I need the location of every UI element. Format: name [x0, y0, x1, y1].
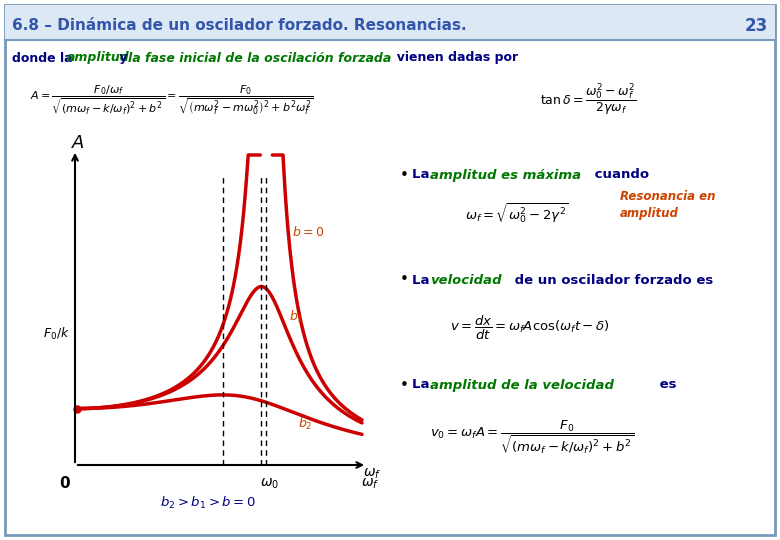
Text: $\tan\delta=\dfrac{\omega_0^2-\omega_f^2}{2\gamma\omega_f}$: $\tan\delta=\dfrac{\omega_0^2-\omega_f^2…	[540, 82, 636, 118]
Text: 23: 23	[745, 17, 768, 35]
Text: $A=\dfrac{F_0/\omega_f}{\sqrt{\left(m\omega_f-k/\omega_f\right)^2+b^2}}=\dfrac{F: $A=\dfrac{F_0/\omega_f}{\sqrt{\left(m\om…	[30, 83, 314, 117]
Text: $\omega_f = \sqrt{\omega_0^2 - 2\gamma^2}$: $\omega_f = \sqrt{\omega_0^2 - 2\gamma^2…	[465, 201, 569, 225]
Text: La: La	[412, 273, 434, 287]
Text: $F_0/k$: $F_0/k$	[43, 326, 70, 342]
Text: $v_0 = \omega_f A = \dfrac{F_0}{\sqrt{\left(m\omega_f - k/\omega_f\right)^2 + b^: $v_0 = \omega_f A = \dfrac{F_0}{\sqrt{\l…	[430, 418, 635, 456]
Text: la fase inicial de la oscilación forzada: la fase inicial de la oscilación forzada	[128, 51, 392, 64]
Text: de un oscilador forzado es: de un oscilador forzado es	[510, 273, 713, 287]
Text: $b_1$: $b_1$	[289, 309, 303, 325]
Text: $A$: $A$	[71, 134, 85, 152]
Text: $b_2$: $b_2$	[299, 416, 313, 432]
Text: Resonancia en
amplitud: Resonancia en amplitud	[620, 190, 715, 220]
Text: amplitud: amplitud	[67, 51, 129, 64]
Text: $\mathbf{0}$: $\mathbf{0}$	[59, 475, 71, 491]
Text: $b_2 > b_1 > b{=}0$: $b_2 > b_1 > b{=}0$	[160, 495, 256, 511]
Text: cuando: cuando	[590, 168, 649, 181]
Text: $\omega_f$: $\omega_f$	[363, 467, 381, 481]
Text: $\omega_0$: $\omega_0$	[261, 477, 279, 491]
Text: $b = 0$: $b = 0$	[292, 225, 324, 239]
Text: La: La	[412, 168, 434, 181]
Text: donde la: donde la	[12, 51, 77, 64]
Bar	[5, 5, 775, 40]
Text: amplitud es máxima: amplitud es máxima	[430, 168, 581, 181]
Text: es: es	[655, 379, 676, 392]
Text: $\omega_f$: $\omega_f$	[361, 477, 379, 491]
Text: •: •	[400, 167, 409, 183]
Text: y: y	[115, 51, 132, 64]
Text: •: •	[400, 377, 409, 393]
Text: •: •	[400, 273, 409, 287]
Text: amplitud de la velocidad: amplitud de la velocidad	[430, 379, 614, 392]
Text: $v = \dfrac{dx}{dt} = \omega_f A\cos\!\left(\omega_f t - \delta\right)$: $v = \dfrac{dx}{dt} = \omega_f A\cos\!\l…	[450, 314, 610, 342]
Text: vienen dadas por: vienen dadas por	[388, 51, 518, 64]
Text: 6.8 – Dinámica de un oscilador forzado. Resonancias.: 6.8 – Dinámica de un oscilador forzado. …	[12, 18, 466, 33]
Text: velocidad: velocidad	[430, 273, 502, 287]
Text: La: La	[412, 379, 434, 392]
